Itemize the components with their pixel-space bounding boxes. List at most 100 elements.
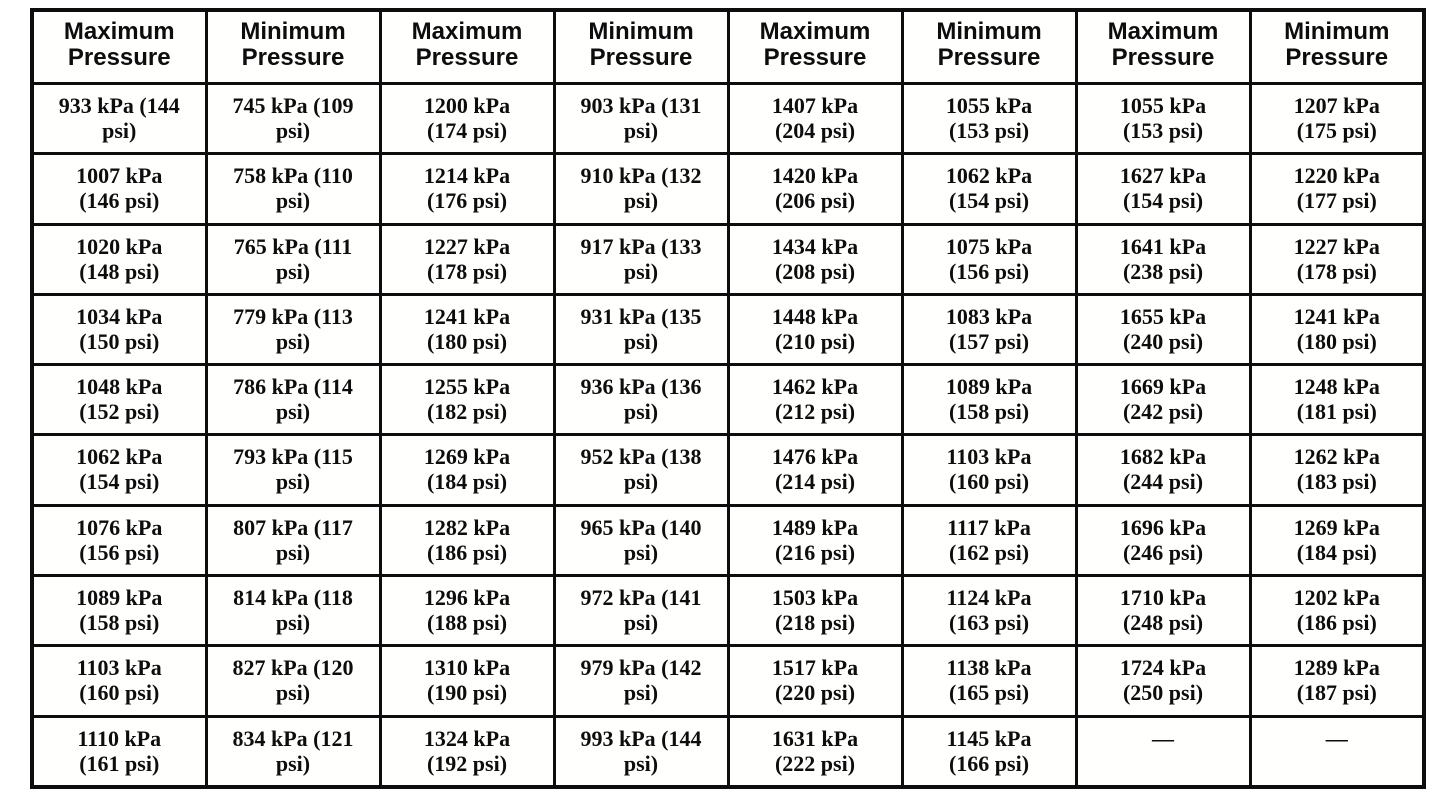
column-header-minimum-pressure: Minimum Pressure: [204, 8, 382, 85]
table-cell: 1034 kPa (150 psi): [30, 292, 208, 367]
table-cell: 1517 kPa (220 psi): [726, 644, 904, 718]
table-cell: 1083 kPa (157 psi): [900, 292, 1078, 367]
table-cell: 786 kPa (114 psi): [204, 363, 382, 437]
table-cell: 1631 kPa (222 psi): [726, 714, 904, 789]
table-cell: 1110 kPa (161 psi): [30, 714, 208, 789]
column-header-minimum-pressure: Minimum Pressure: [552, 8, 730, 85]
table-row: 1007 kPa (146 psi) 758 kPa (110 psi) 1214 …: [30, 152, 1426, 226]
table-header: Maximum Pressure Minimum Pressure Maximum …: [30, 8, 1426, 85]
table-row: 1110 kPa (161 psi) 834 kPa (121 psi) 1324 …: [30, 714, 1426, 789]
table-cell: 972 kPa (141 psi): [552, 573, 730, 648]
table-cell: 1076 kPa (156 psi): [30, 503, 208, 577]
table-cell: 1202 kPa (186 psi): [1248, 573, 1426, 648]
table-cell: 1696 kPa (246 psi): [1074, 503, 1252, 577]
table-cell: 1227 kPa (178 psi): [378, 222, 556, 296]
table-cell: 779 kPa (113 psi): [204, 292, 382, 367]
table-cell: 1062 kPa (154 psi): [30, 433, 208, 507]
table-cell: 1282 kPa (186 psi): [378, 503, 556, 577]
table-cell: 1117 kPa (162 psi): [900, 503, 1078, 577]
table-cell: 933 kPa (144 psi): [30, 81, 208, 156]
table-cell: 1462 kPa (212 psi): [726, 363, 904, 437]
table-cell: 1200 kPa (174 psi): [378, 81, 556, 156]
table-cell: 1724 kPa (250 psi): [1074, 644, 1252, 718]
table-cell: 1214 kPa (176 psi): [378, 152, 556, 226]
table-cell: 814 kPa (118 psi): [204, 573, 382, 648]
table-row: 1034 kPa (150 psi) 779 kPa (113 psi) 1241 …: [30, 292, 1426, 367]
table-cell: 1476 kPa (214 psi): [726, 433, 904, 507]
table-cell: 1103 kPa (160 psi): [30, 644, 208, 718]
table-row: 1062 kPa (154 psi) 793 kPa (115 psi) 1269 …: [30, 433, 1426, 507]
table-cell: 917 kPa (133 psi): [552, 222, 730, 296]
table-cell: 745 kPa (109 psi): [204, 81, 382, 156]
table-cell: 1269 kPa (184 psi): [378, 433, 556, 507]
table-body: 933 kPa (144 psi) 745 kPa (109 psi) 1200 k…: [30, 81, 1426, 789]
table-cell: 1145 kPa (166 psi): [900, 714, 1078, 789]
table-cell: 1296 kPa (188 psi): [378, 573, 556, 648]
table-cell: 1641 kPa (238 psi): [1074, 222, 1252, 296]
table-row: 933 kPa (144 psi) 745 kPa (109 psi) 1200 k…: [30, 81, 1426, 156]
table-cell: 1434 kPa (208 psi): [726, 222, 904, 296]
table-row: 1048 kPa (152 psi) 786 kPa (114 psi) 1255 …: [30, 363, 1426, 437]
table-cell: 1682 kPa (244 psi): [1074, 433, 1252, 507]
table-cell: 1075 kPa (156 psi): [900, 222, 1078, 296]
table-cell: 1420 kPa (206 psi): [726, 152, 904, 226]
table-cell-empty-dash: —: [1074, 714, 1252, 789]
column-header-maximum-pressure: Maximum Pressure: [726, 8, 904, 85]
table-cell: 1241 kPa (180 psi): [1248, 292, 1426, 367]
table-cell: 1007 kPa (146 psi): [30, 152, 208, 226]
table-cell: 1255 kPa (182 psi): [378, 363, 556, 437]
table-cell: 1089 kPa (158 psi): [30, 573, 208, 648]
table-cell: 1489 kPa (216 psi): [726, 503, 904, 577]
table-cell: 1055 kPa (153 psi): [1074, 81, 1252, 156]
table-cell: 1055 kPa (153 psi): [900, 81, 1078, 156]
table-cell: 1310 kPa (190 psi): [378, 644, 556, 718]
table-cell: 952 kPa (138 psi): [552, 433, 730, 507]
table-cell: 1227 kPa (178 psi): [1248, 222, 1426, 296]
table-cell: 1407 kPa (204 psi): [726, 81, 904, 156]
table-cell: 936 kPa (136 psi): [552, 363, 730, 437]
table-cell: 1262 kPa (183 psi): [1248, 433, 1426, 507]
table-cell: 1710 kPa (248 psi): [1074, 573, 1252, 648]
table-row: 1020 kPa (148 psi) 765 kPa (111 psi) 1227 …: [30, 222, 1426, 296]
table-cell: 834 kPa (121 psi): [204, 714, 382, 789]
table-cell: 1138 kPa (165 psi): [900, 644, 1078, 718]
table-row: 1089 kPa (158 psi) 814 kPa (118 psi) 1296 …: [30, 573, 1426, 648]
table-cell: 1220 kPa (177 psi): [1248, 152, 1426, 226]
table-cell: 965 kPa (140 psi): [552, 503, 730, 577]
table-cell: 910 kPa (132 psi): [552, 152, 730, 226]
table-cell: 1448 kPa (210 psi): [726, 292, 904, 367]
table-cell: 1103 kPa (160 psi): [900, 433, 1078, 507]
table-row: 1103 kPa (160 psi) 827 kPa (120 psi) 1310 …: [30, 644, 1426, 718]
table-cell: 979 kPa (142 psi): [552, 644, 730, 718]
table-cell: 1089 kPa (158 psi): [900, 363, 1078, 437]
table-row: 1076 kPa (156 psi) 807 kPa (117 psi) 1282 …: [30, 503, 1426, 577]
column-header-maximum-pressure: Maximum Pressure: [378, 8, 556, 85]
table-cell: 1655 kPa (240 psi): [1074, 292, 1252, 367]
table-cell: 1324 kPa (192 psi): [378, 714, 556, 789]
table-cell-empty-dash: —: [1248, 714, 1426, 789]
column-header-minimum-pressure: Minimum Pressure: [1248, 8, 1426, 85]
table-cell: 765 kPa (111 psi): [204, 222, 382, 296]
table-cell: 1062 kPa (154 psi): [900, 152, 1078, 226]
pressure-table: Maximum Pressure Minimum Pressure Maximum …: [30, 8, 1426, 789]
table-cell: 1048 kPa (152 psi): [30, 363, 208, 437]
table-cell: 993 kPa (144 psi): [552, 714, 730, 789]
table-cell: 1503 kPa (218 psi): [726, 573, 904, 648]
table-cell: 903 kPa (131 psi): [552, 81, 730, 156]
table-cell: 1627 kPa (154 psi): [1074, 152, 1252, 226]
table-cell: 758 kPa (110 psi): [204, 152, 382, 226]
column-header-minimum-pressure: Minimum Pressure: [900, 8, 1078, 85]
table-cell: 807 kPa (117 psi): [204, 503, 382, 577]
column-header-maximum-pressure: Maximum Pressure: [1074, 8, 1252, 85]
table-cell: 1020 kPa (148 psi): [30, 222, 208, 296]
table-cell: 1269 kPa (184 psi): [1248, 503, 1426, 577]
table-cell: 1289 kPa (187 psi): [1248, 644, 1426, 718]
table-cell: 1669 kPa (242 psi): [1074, 363, 1252, 437]
table-cell: 827 kPa (120 psi): [204, 644, 382, 718]
table-cell: 793 kPa (115 psi): [204, 433, 382, 507]
table-cell: 1124 kPa (163 psi): [900, 573, 1078, 648]
table-cell: 931 kPa (135 psi): [552, 292, 730, 367]
column-header-maximum-pressure: Maximum Pressure: [30, 8, 208, 85]
table-cell: 1248 kPa (181 psi): [1248, 363, 1426, 437]
